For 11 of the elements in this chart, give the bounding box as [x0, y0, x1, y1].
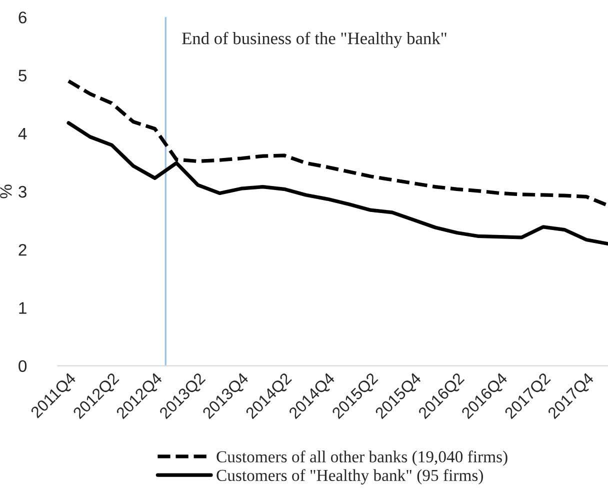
- y-tick-label: 2: [18, 244, 26, 256]
- legend-label: Customers of "Healthy bank" (95 firms): [216, 469, 483, 484]
- y-tick-label: 5: [18, 70, 27, 82]
- y-tick-label: 3: [18, 186, 26, 198]
- y-tick-label: 1: [19, 302, 26, 314]
- annotation: End of business of the "Healthy bank": [182, 32, 446, 48]
- y-tick-label: 6: [18, 12, 26, 24]
- legend-label: Customers of all other banks (19,040 firms): [216, 450, 508, 466]
- y-tick-label: 4: [18, 128, 27, 140]
- y-axis-title: %: [0, 184, 12, 198]
- y-tick-label: 0: [18, 360, 27, 372]
